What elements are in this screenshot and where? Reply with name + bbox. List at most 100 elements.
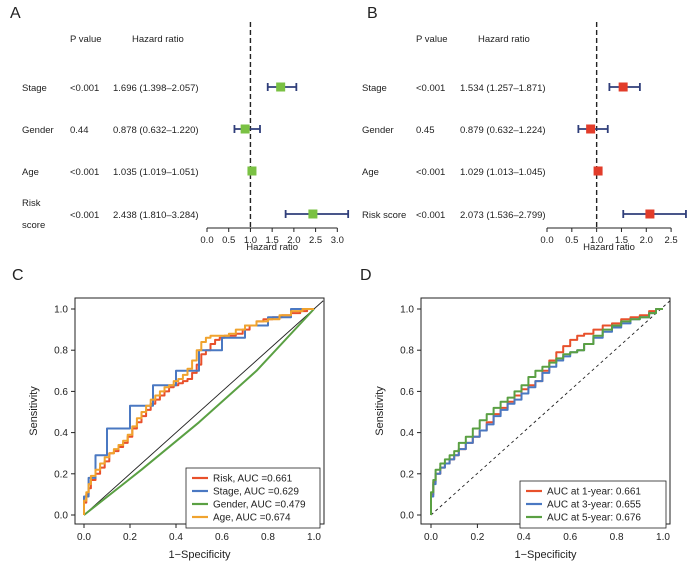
roc-d-legend-label: AUC at 5-year: 0.676 xyxy=(547,513,641,524)
forest-b-hr-point xyxy=(586,124,596,134)
panel-letter-b: B xyxy=(367,5,378,22)
forest-a-x-label: Hazard ratio xyxy=(246,242,298,253)
forest-b-row-pvalue: 0.45 xyxy=(416,125,435,136)
panel-letter-c: C xyxy=(12,267,24,284)
roc-d-y-label: Sensitivity xyxy=(374,386,386,436)
forest-b-row-pvalue: <0.001 xyxy=(416,83,445,94)
roc-c-y-label: Sensitivity xyxy=(28,386,40,436)
forest-b-row-label: Age xyxy=(362,167,379,178)
roc-c-curve-2 xyxy=(83,308,314,515)
forest-b-row-hr-text: 0.879 (0.632–1.224) xyxy=(460,125,546,136)
roc-c-diagonal xyxy=(83,300,324,516)
roc-c-curve-3 xyxy=(83,308,315,516)
forest-a-x-tick-label: 0.5 xyxy=(222,235,235,246)
roc-d-legend-label: AUC at 3-year: 0.655 xyxy=(547,500,641,511)
roc-d-y-tick-label: 0.8 xyxy=(400,346,414,357)
roc-d-x-label: 1−Specificity xyxy=(514,549,577,561)
roc-c-y-tick-label: 0.8 xyxy=(54,346,68,357)
forest-a-hr-point xyxy=(247,166,257,176)
roc-d-x-tick-label: 0.2 xyxy=(470,532,484,543)
forest-a-hr-point xyxy=(240,124,250,134)
forest-a-hr-point xyxy=(276,82,286,92)
forest-b-row-hr-text: 1.029 (1.013–1.045) xyxy=(460,167,546,178)
forest-a-hr-point xyxy=(308,209,318,219)
forest-a-header-hr: Hazard ratio xyxy=(132,34,184,45)
forest-a-row-label: Stage xyxy=(22,83,47,94)
forest-b-x-tick-label: 1.0 xyxy=(590,235,603,246)
roc-c-x-tick-label: 0.0 xyxy=(77,532,91,543)
forest-a-row-hr-text: 2.438 (1.810–3.284) xyxy=(113,210,199,221)
forest-a-row-pvalue: <0.001 xyxy=(70,210,99,221)
forest-a-row-hr-text: 0.878 (0.632–1.220) xyxy=(113,125,199,136)
forest-b-hr-point xyxy=(593,166,603,176)
forest-b-x-tick-label: 2.5 xyxy=(664,235,677,246)
forest-plot-a: P value Hazard ratio Stage <0.001 1.696 (1.3… xyxy=(22,22,350,253)
forest-b-row-hr-text: 2.073 (1.536–2.799) xyxy=(460,210,546,221)
forest-a-x-tick-label: 1.0 xyxy=(244,235,257,246)
forest-b-header-hr: Hazard ratio xyxy=(478,34,530,45)
forest-plot-b: P value Hazard ratio Stage <0.001 1.534 (1.2… xyxy=(362,22,687,253)
forest-a-row-label: Gender xyxy=(22,125,54,136)
roc-d-x-tick-label: 0.6 xyxy=(563,532,577,543)
forest-a-x-tick-label: 0.0 xyxy=(200,235,213,246)
roc-c-x-tick-label: 1.0 xyxy=(307,532,321,543)
forest-a-row-hr-text: 1.035 (1.019–1.051) xyxy=(113,167,199,178)
roc-c-x-tick-label: 0.8 xyxy=(261,532,275,543)
forest-b-hr-point xyxy=(618,82,628,92)
forest-b-row-label: Risk score xyxy=(362,210,406,221)
roc-d-y-tick-label: 0.2 xyxy=(400,469,414,480)
roc-plot-d: 0.0 0.2 0.4 0.6 0.8 1.0 0.0 0.2 0.4 0.6 0.8 1.0 1−Sp… xyxy=(374,297,671,561)
forest-b-x-tick-label: 0.5 xyxy=(565,235,578,246)
forest-a-x-tick-label: 1.5 xyxy=(266,235,279,246)
roc-c-legend-box xyxy=(185,467,321,529)
roc-c-legend-label: Age, AUC =0.674 xyxy=(213,513,291,524)
forest-b-row-label: Stage xyxy=(362,83,387,94)
panel-letter-d: D xyxy=(360,267,372,284)
forest-a-x-tick-label: 2.0 xyxy=(287,235,300,246)
forest-b-row-pvalue: <0.001 xyxy=(416,167,445,178)
roc-c-x-tick-label: 0.2 xyxy=(123,532,137,543)
forest-a-row-pvalue: 0.44 xyxy=(70,125,89,136)
roc-d-y-tick-label: 0.6 xyxy=(400,387,414,398)
forest-a-header-pvalue: P value xyxy=(70,34,102,45)
forest-b-row-hr-text: 1.534 (1.257–1.871) xyxy=(460,83,546,94)
forest-b-x-tick-label: 0.0 xyxy=(540,235,553,246)
forest-a-row-pvalue: <0.001 xyxy=(70,83,99,94)
roc-c-legend-label: Gender, AUC =0.479 xyxy=(213,500,306,511)
roc-c-legend-label: Risk, AUC =0.661 xyxy=(213,474,293,485)
roc-c-x-tick-label: 0.4 xyxy=(169,532,183,543)
roc-d-x-tick-label: 1.0 xyxy=(656,532,670,543)
roc-d-x-tick-label: 0.8 xyxy=(610,532,624,543)
roc-d-curve-3 xyxy=(430,308,663,515)
roc-c-x-tick-label: 0.6 xyxy=(215,532,229,543)
forest-b-row-pvalue: <0.001 xyxy=(416,210,445,221)
roc-d-y-tick-label: 0.0 xyxy=(400,511,414,522)
roc-plot-c: 0.0 0.2 0.4 0.6 0.8 1.0 0.0 0.2 0.4 0.6 0.8 1.0 1−Sp… xyxy=(28,297,325,561)
forest-b-header-pvalue: P value xyxy=(416,34,448,45)
roc-c-y-tick-label: 0.6 xyxy=(54,387,68,398)
forest-b-x-label: Hazard ratio xyxy=(583,242,635,253)
forest-b-row-label: Gender xyxy=(362,125,394,136)
roc-c-y-tick-label: 0.4 xyxy=(54,428,68,439)
roc-c-curve-4 xyxy=(83,308,314,515)
roc-d-y-tick-label: 1.0 xyxy=(400,305,414,316)
forest-a-row-label: Age xyxy=(22,167,39,178)
roc-d-legend-box xyxy=(519,480,667,529)
roc-c-y-tick-label: 0.0 xyxy=(54,511,68,522)
panel-letter-a: A xyxy=(10,5,21,22)
roc-d-x-tick-label: 0.4 xyxy=(517,532,531,543)
roc-d-y-tick-label: 0.4 xyxy=(400,428,414,439)
forest-b-x-tick-label: 1.5 xyxy=(615,235,628,246)
roc-d-legend-label: AUC at 1-year: 0.661 xyxy=(547,487,641,498)
forest-b-hr-point xyxy=(645,209,655,219)
roc-c-y-tick-label: 0.2 xyxy=(54,469,68,480)
roc-c-x-label: 1−Specificity xyxy=(168,549,231,561)
roc-d-x-tick-label: 0.0 xyxy=(424,532,438,543)
forest-a-x-tick-label: 2.5 xyxy=(309,235,322,246)
forest-a-row-label: Risk score xyxy=(22,198,45,231)
forest-a-x-tick-label: 3.0 xyxy=(331,235,344,246)
roc-c-legend-label: Stage, AUC =0.629 xyxy=(213,487,299,498)
forest-a-row-hr-text: 1.696 (1.398–2.057) xyxy=(113,83,199,94)
roc-c-y-tick-label: 1.0 xyxy=(54,305,68,316)
